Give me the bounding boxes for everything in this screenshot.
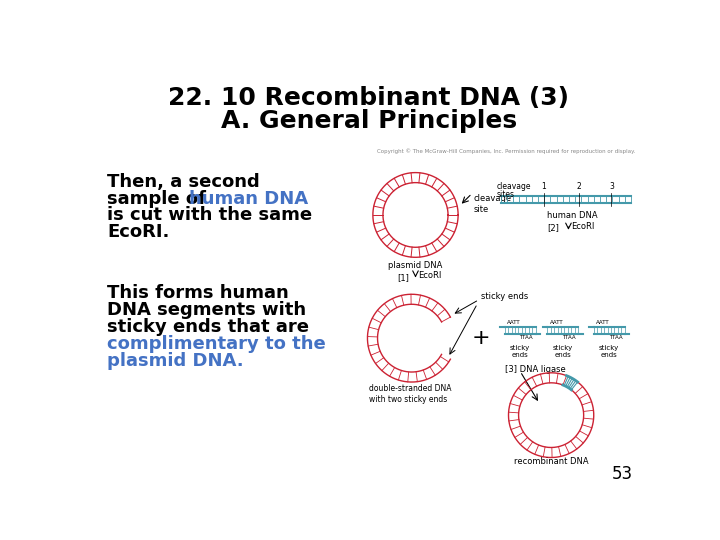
Text: 53: 53 xyxy=(611,465,632,483)
Text: human DNA: human DNA xyxy=(189,190,307,207)
Text: 2: 2 xyxy=(577,182,581,191)
Text: 22. 10 Recombinant DNA (3): 22. 10 Recombinant DNA (3) xyxy=(168,86,570,110)
Text: sticky ends: sticky ends xyxy=(481,292,528,301)
Text: plasmid DNA.: plasmid DNA. xyxy=(107,352,243,370)
Text: +: + xyxy=(472,328,491,348)
Text: sticky
ends: sticky ends xyxy=(510,345,530,357)
Text: TTAA: TTAA xyxy=(520,335,533,340)
Text: is cut with the same: is cut with the same xyxy=(107,206,312,225)
Text: recombinant DNA: recombinant DNA xyxy=(514,457,588,467)
Text: A. General Principles: A. General Principles xyxy=(221,110,517,133)
Text: EcoRI.: EcoRI. xyxy=(107,224,169,241)
Text: EcoRI: EcoRI xyxy=(418,271,441,280)
Text: sticky
ends: sticky ends xyxy=(599,345,619,357)
Text: TTAA: TTAA xyxy=(608,335,622,340)
Text: [2]: [2] xyxy=(547,222,559,232)
Text: DNA segments with: DNA segments with xyxy=(107,301,306,319)
Text: double-stranded DNA
with two sticky ends: double-stranded DNA with two sticky ends xyxy=(369,384,451,404)
Text: 3: 3 xyxy=(609,182,614,191)
Text: This forms human: This forms human xyxy=(107,284,289,302)
Text: Copyright © The McGraw-Hill Companies, Inc. Permission required for reproduction: Copyright © The McGraw-Hill Companies, I… xyxy=(377,148,635,153)
Text: AATT: AATT xyxy=(507,320,521,326)
Text: TTAA: TTAA xyxy=(562,335,576,340)
Text: cleavage: cleavage xyxy=(497,182,531,191)
Text: sticky ends that are: sticky ends that are xyxy=(107,318,309,336)
Text: AATT: AATT xyxy=(550,320,563,326)
Text: Then, a second: Then, a second xyxy=(107,173,260,191)
Text: EcoRI: EcoRI xyxy=(571,222,594,231)
Text: complimentary to the: complimentary to the xyxy=(107,335,325,353)
Text: human DNA: human DNA xyxy=(547,211,598,220)
Text: 1: 1 xyxy=(541,182,546,191)
Text: AATT: AATT xyxy=(596,320,610,326)
Text: sites: sites xyxy=(497,190,515,199)
Text: sample of: sample of xyxy=(107,190,212,207)
Text: sticky
ends: sticky ends xyxy=(553,345,573,357)
Text: plasmid DNA: plasmid DNA xyxy=(388,261,443,270)
Text: [3] DNA ligase: [3] DNA ligase xyxy=(505,365,565,374)
Text: cleavage
site: cleavage site xyxy=(474,194,512,213)
Text: [1]: [1] xyxy=(397,273,409,282)
